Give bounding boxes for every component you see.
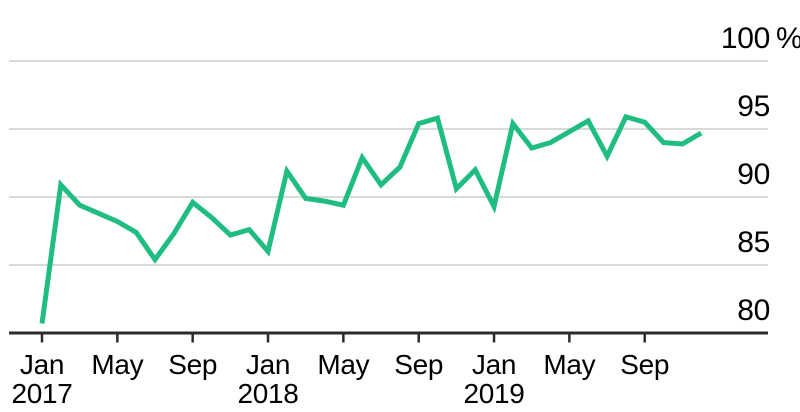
y-axis-tick-label: 85	[737, 226, 770, 259]
x-axis-tick-label: Jan	[245, 349, 291, 380]
x-axis-tick-label: Jan	[19, 349, 65, 380]
x-axis-year-label: 2018	[237, 378, 299, 409]
x-axis-tick-label: Jan	[471, 349, 517, 380]
x-axis-tick-label: Sep	[394, 349, 444, 380]
y-axis-unit-label: %	[776, 22, 800, 55]
y-axis-tick-label: 80	[737, 294, 770, 327]
data-line	[39, 113, 703, 324]
x-axis-year-label: 2017	[11, 378, 73, 409]
x-axis-tick-label: May	[317, 349, 370, 380]
x-axis-tick-label: May	[543, 349, 596, 380]
x-axis-tick-label: Sep	[168, 349, 218, 380]
x-axis-year-label: 2019	[463, 378, 525, 409]
y-axis-tick-label: 95	[737, 90, 770, 123]
y-axis-tick-label: 100	[720, 22, 770, 55]
x-axis-tick-label: May	[91, 349, 144, 380]
y-axis-tick-label: 90	[737, 158, 770, 191]
x-axis-tick-label: Sep	[620, 349, 670, 380]
